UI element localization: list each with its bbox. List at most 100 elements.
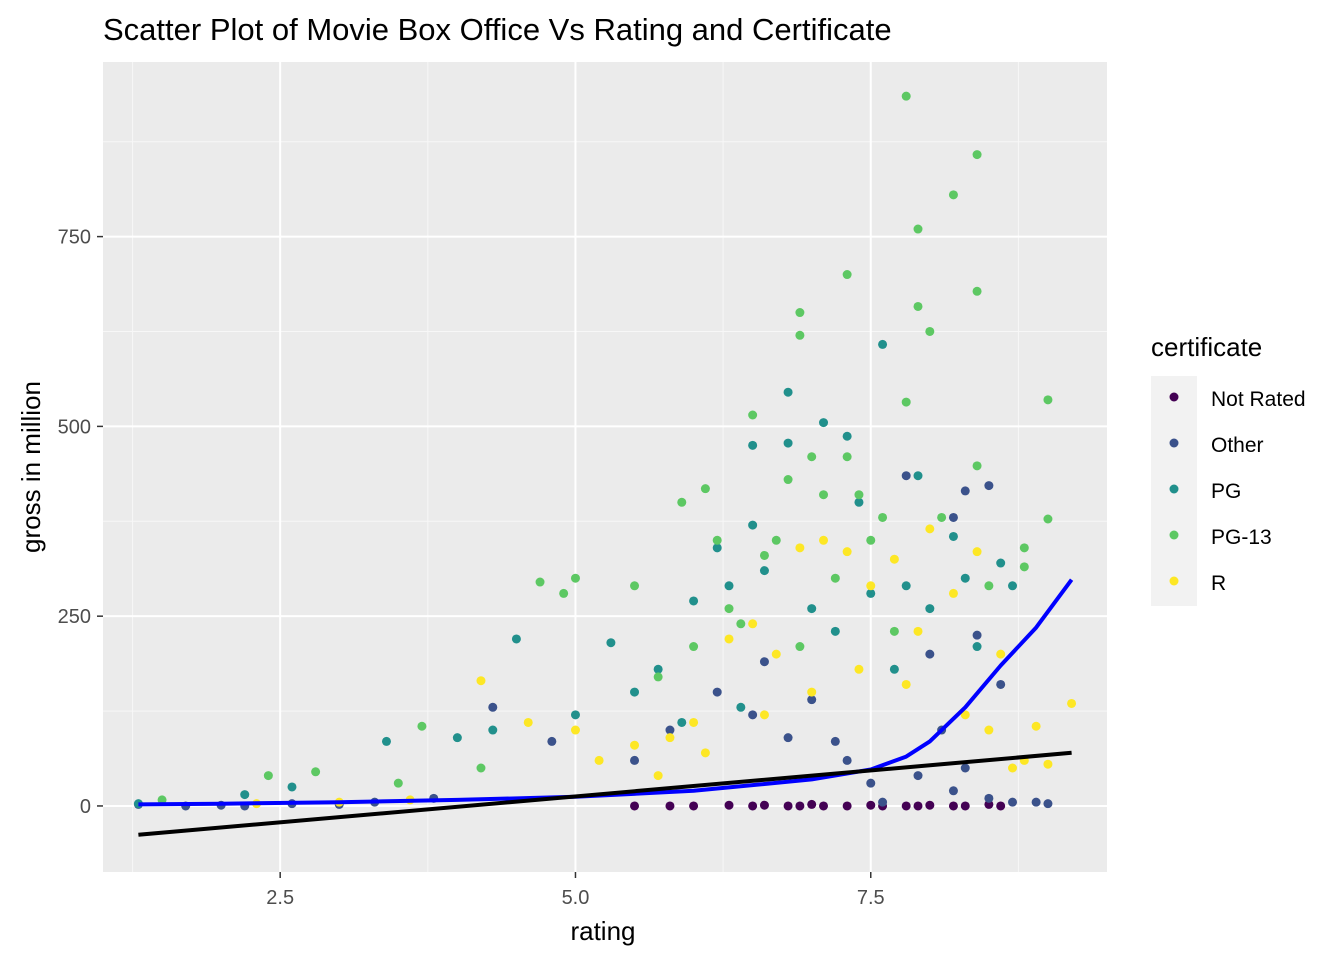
point-pg-13	[972, 286, 982, 296]
point-pg-13	[417, 721, 427, 731]
point-pg-13	[157, 795, 167, 805]
axis-tick-labels: 2.5 5.0 7.5 0 250 500 750	[58, 227, 885, 909]
trend-lines	[138, 578, 1074, 837]
y-tick-label: 0	[80, 796, 91, 818]
point-pg-13	[937, 512, 947, 522]
point-other	[842, 755, 852, 765]
point-pg	[240, 790, 250, 800]
point-pg-13	[819, 490, 829, 500]
point-pg	[960, 573, 970, 583]
point-not-rated	[913, 801, 923, 811]
point-pg-13	[830, 573, 840, 583]
point-other	[925, 649, 935, 659]
point-not-rated	[630, 801, 640, 811]
point-pg-13	[972, 150, 982, 160]
y-tick-label: 250	[58, 606, 91, 628]
point-pg	[925, 604, 935, 614]
point-pg	[878, 339, 888, 349]
point-not-rated	[795, 801, 805, 811]
point-pg-13	[854, 490, 864, 500]
point-not-rated	[842, 801, 852, 811]
point-not-rated	[807, 799, 817, 809]
point-pg-13	[913, 224, 923, 234]
point-r	[866, 581, 876, 591]
point-pg	[677, 717, 687, 727]
point-pg	[783, 387, 793, 397]
point-r	[476, 676, 486, 686]
point-other	[748, 710, 758, 720]
point-r	[948, 588, 958, 598]
point-pg-13	[1019, 543, 1029, 553]
point-not-rated	[689, 801, 699, 811]
point-pg-13	[878, 512, 888, 522]
point-other	[712, 687, 722, 697]
point-other	[984, 793, 994, 803]
point-pg-13	[476, 763, 486, 773]
y-tick-label: 750	[58, 227, 91, 249]
point-pg-13	[1043, 514, 1053, 524]
point-pg-13	[535, 577, 545, 587]
point-pg-13	[677, 497, 687, 507]
point-other	[807, 695, 817, 705]
plot-panel	[103, 62, 1107, 872]
grid-major	[103, 62, 1107, 872]
legend: certificate Not Rated Other PG PG-13 R	[1151, 332, 1306, 606]
legend-label: PG-13	[1211, 526, 1272, 549]
point-pg-13	[795, 642, 805, 652]
x-axis-title: rating	[570, 916, 635, 946]
point-pg	[748, 440, 758, 450]
point-pg-13	[1043, 395, 1053, 405]
point-pg	[913, 471, 923, 481]
point-pg	[736, 702, 746, 712]
point-r	[913, 626, 923, 636]
point-pg	[819, 418, 829, 428]
x-tick-label: 5.0	[562, 887, 590, 909]
point-other	[630, 755, 640, 765]
point-pg-13	[795, 308, 805, 318]
point-other	[948, 786, 958, 796]
point-other	[830, 736, 840, 746]
point-other	[783, 733, 793, 743]
point-pg	[948, 531, 958, 541]
point-not-rated	[665, 801, 675, 811]
point-other	[901, 471, 911, 481]
point-not-rated	[748, 801, 758, 811]
data-points	[133, 91, 1077, 811]
point-pg	[854, 497, 864, 507]
point-other	[866, 778, 876, 788]
point-r	[689, 717, 699, 727]
point-r	[1043, 759, 1053, 769]
point-pg	[807, 604, 817, 614]
point-pg-13	[984, 581, 994, 591]
point-r	[570, 725, 580, 735]
point-pg	[630, 687, 640, 697]
point-pg-13	[689, 642, 699, 652]
point-pg	[759, 566, 769, 576]
point-r	[819, 535, 829, 545]
linear-trend-line	[138, 750, 1072, 837]
point-pg	[689, 596, 699, 606]
legend-key	[1169, 392, 1179, 402]
point-pg-13	[748, 410, 758, 420]
y-axis-title: gross in million	[16, 381, 46, 553]
legend-label: PG	[1211, 480, 1241, 503]
point-pg-13	[795, 330, 805, 340]
point-pg-13	[972, 461, 982, 471]
point-other	[547, 736, 557, 746]
point-other	[960, 763, 970, 773]
point-r	[925, 524, 935, 534]
point-not-rated	[759, 800, 769, 810]
point-pg-13	[559, 588, 569, 598]
point-pg	[452, 733, 462, 743]
point-pg-13	[901, 91, 911, 101]
point-other	[1008, 797, 1018, 807]
point-pg	[381, 736, 391, 746]
legend-label: Not Rated	[1211, 388, 1306, 411]
point-not-rated	[960, 801, 970, 811]
point-pg	[830, 626, 840, 636]
point-pg	[653, 664, 663, 674]
point-other	[996, 679, 1006, 689]
point-r	[665, 733, 675, 743]
grid-minor	[103, 62, 1107, 872]
